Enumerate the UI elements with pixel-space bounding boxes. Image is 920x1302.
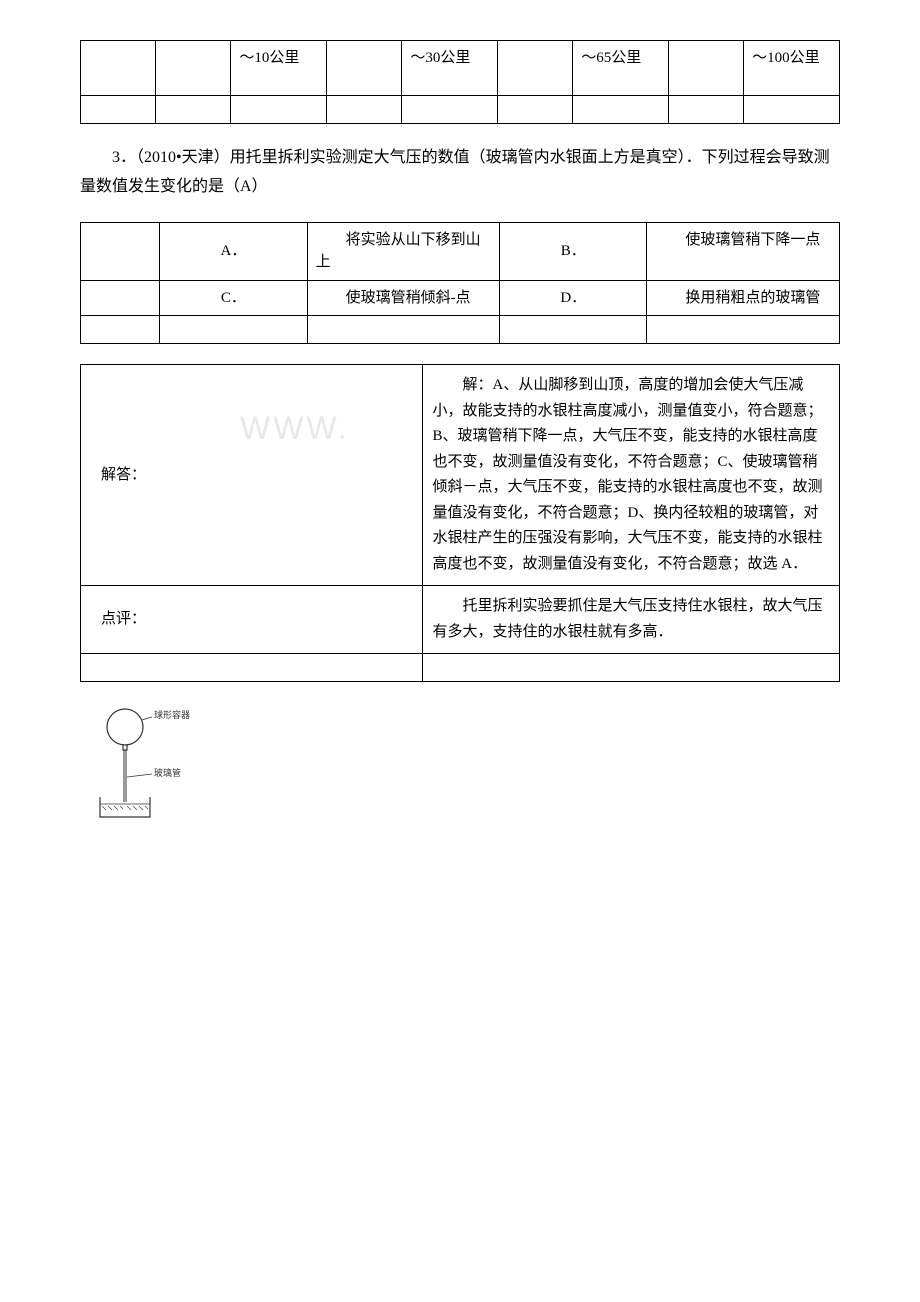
table-row: 点评： 托里拆利实验要抓住是大气压支持住水银柱，故大气压有多大，支持住的水银柱就… bbox=[81, 586, 840, 654]
tube-label: 玻璃管 bbox=[154, 767, 181, 778]
option-d-label: D． bbox=[500, 280, 647, 316]
options-table: A． 将实验从山下移到山上 B． 使玻璃管稍下降一点 C． 使玻璃管稍倾斜-点 … bbox=[80, 222, 840, 345]
cell-distance: ～10公里 bbox=[231, 41, 327, 96]
cell-empty bbox=[81, 96, 156, 124]
cell-empty bbox=[498, 96, 573, 124]
liquid-hatch bbox=[102, 806, 148, 810]
flask-circle bbox=[107, 709, 143, 745]
cell-empty bbox=[160, 316, 307, 344]
cell-empty bbox=[156, 96, 231, 124]
table-row: C． 使玻璃管稍倾斜-点 D． 换用稍粗点的玻璃管 bbox=[81, 280, 840, 316]
distance-table: ～10公里 ～30公里 ～65公里 ～100公里 bbox=[80, 40, 840, 124]
jieda-label: 解答： bbox=[81, 365, 423, 586]
option-c-text: 使玻璃管稍倾斜-点 bbox=[307, 280, 500, 316]
option-d-text: 换用稍粗点的玻璃管 bbox=[647, 280, 840, 316]
cell-empty bbox=[81, 41, 156, 96]
cell-empty bbox=[422, 654, 839, 682]
cell-empty bbox=[81, 654, 423, 682]
table-row-empty bbox=[81, 316, 840, 344]
flask-label: 球形容器 bbox=[154, 709, 190, 720]
cell-empty bbox=[231, 96, 327, 124]
dianping-label: 点评： bbox=[81, 586, 423, 654]
cell-distance: ～30公里 bbox=[402, 41, 498, 96]
option-b-text: 使玻璃管稍下降一点 bbox=[647, 222, 840, 280]
cell-empty bbox=[81, 316, 160, 344]
question-number: 3 bbox=[112, 149, 120, 166]
cell-empty bbox=[668, 96, 743, 124]
table-row: ～10公里 ～30公里 ～65公里 ～100公里 bbox=[81, 41, 840, 96]
flask-diagram-svg: 球形容器 玻璃管 bbox=[90, 702, 250, 832]
option-b-label: B． bbox=[500, 222, 647, 280]
table-row: A． 将实验从山下移到山上 B． 使玻璃管稍下降一点 bbox=[81, 222, 840, 280]
apparatus-diagram: 球形容器 玻璃管 bbox=[90, 702, 840, 840]
cell-empty bbox=[81, 280, 160, 316]
cell-distance: ～65公里 bbox=[573, 41, 669, 96]
cell-empty bbox=[402, 96, 498, 124]
cell-empty bbox=[327, 41, 402, 96]
table-row: 解答： 解：A、从山脚移到山顶，高度的增加会使大气压减小，故能支持的水银柱高度减… bbox=[81, 365, 840, 586]
option-c-label: C． bbox=[160, 280, 307, 316]
question-source: （2010•天津） bbox=[136, 149, 230, 166]
option-a-label: A． bbox=[160, 222, 307, 280]
cell-empty bbox=[81, 222, 160, 280]
jieda-content: 解：A、从山脚移到山顶，高度的增加会使大气压减小，故能支持的水银柱高度减小，测量… bbox=[422, 365, 839, 586]
label-line-tube bbox=[127, 774, 152, 777]
cell-empty bbox=[744, 96, 840, 124]
option-a-text: 将实验从山下移到山上 bbox=[307, 222, 500, 280]
answer-table: 解答： 解：A、从山脚移到山顶，高度的增加会使大气压减小，故能支持的水银柱高度减… bbox=[80, 364, 840, 682]
table-row-empty bbox=[81, 654, 840, 682]
cell-empty bbox=[498, 41, 573, 96]
cell-distance: ～100公里 bbox=[744, 41, 840, 96]
question-text: 3．（2010•天津）用托里拆利实验测定大气压的数值（玻璃管内水银面上方是真空）… bbox=[80, 144, 840, 202]
cell-empty bbox=[327, 96, 402, 124]
dish-outline bbox=[100, 797, 150, 817]
cell-empty bbox=[573, 96, 669, 124]
label-line-flask bbox=[142, 717, 152, 720]
dianping-content: 托里拆利实验要抓住是大气压支持住水银柱，故大气压有多大，支持住的水银柱就有多高． bbox=[422, 586, 839, 654]
cell-empty bbox=[307, 316, 500, 344]
cell-empty bbox=[500, 316, 647, 344]
cell-empty bbox=[647, 316, 840, 344]
table-row-empty bbox=[81, 96, 840, 124]
cell-empty bbox=[156, 41, 231, 96]
cell-empty bbox=[668, 41, 743, 96]
